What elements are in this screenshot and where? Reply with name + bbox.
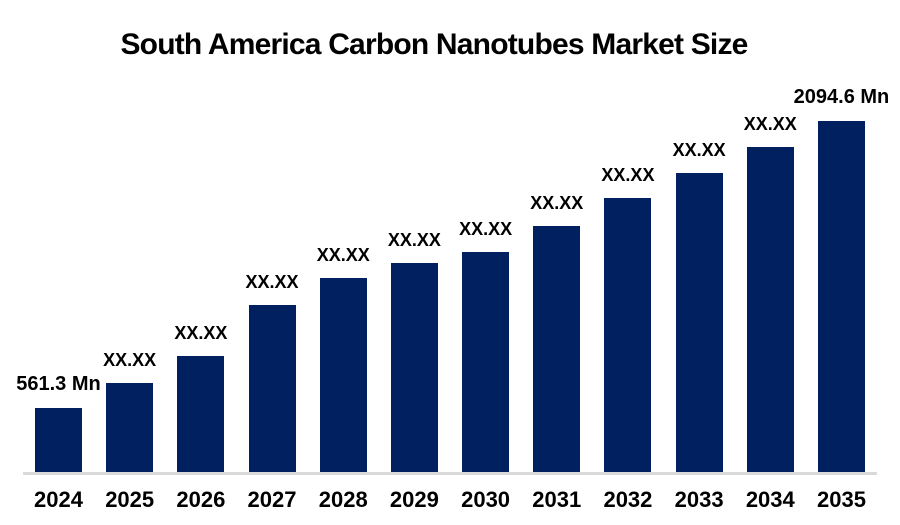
bar-2033 [675,173,723,472]
value-label-2029: XX.XX [387,230,441,250]
bar-2034 [746,147,794,472]
value-label-2028: XX.XX [316,245,370,265]
value-label-2032: XX.XX [601,165,655,185]
bar-2024 [35,408,82,472]
value-label-2033: XX.XX [672,140,726,160]
x-tick-2025: 2025 [105,487,155,512]
value-label-2024: 561.3 Mn [16,373,101,395]
bar-2025 [106,383,154,472]
bar-2030 [462,252,510,472]
value-label-2034: XX.XX [743,114,797,134]
value-label-2025: XX.XX [103,350,157,370]
x-tick-2027: 2027 [247,487,297,512]
x-tick-2028: 2028 [318,487,368,512]
bar-2027 [248,305,296,472]
value-label-2027: XX.XX [245,272,299,292]
x-tick-2024: 2024 [34,487,83,512]
bar-2029 [390,263,438,472]
bar-2035 [817,121,865,472]
value-label-2031: XX.XX [530,193,584,213]
x-tick-2033: 2033 [674,487,724,512]
x-tick-2030: 2030 [461,487,511,512]
x-tick-2029: 2029 [389,487,439,512]
x-tick-2026: 2026 [176,487,226,512]
value-label-2035: 2094.6 Mn [793,86,890,108]
value-label-2030: XX.XX [459,219,513,239]
x-tick-2031: 2031 [532,487,582,512]
chart-title: South America Carbon Nanotubes Market Si… [120,28,748,61]
bar-2026 [177,356,225,472]
bar-2028 [319,278,367,472]
bar-2031 [533,226,581,472]
x-tick-2034: 2034 [745,487,795,512]
x-tick-2032: 2032 [603,487,653,512]
bar-2032 [604,198,652,472]
value-label-2026: XX.XX [174,323,228,343]
x-tick-2035: 2035 [816,487,866,512]
x-axis-line [23,472,877,475]
